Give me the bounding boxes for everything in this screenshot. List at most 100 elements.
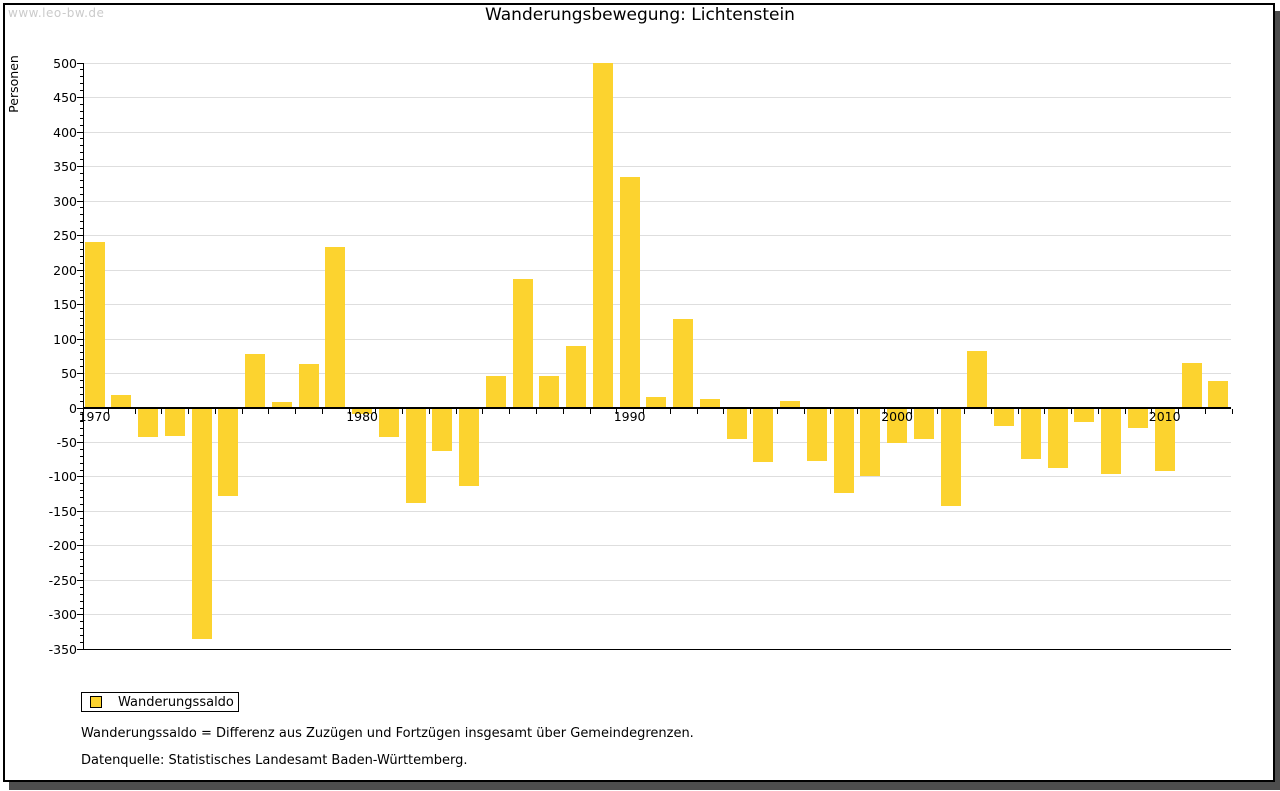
x-tick [857, 408, 858, 414]
bar-1982 [405, 408, 426, 503]
bar-1998 [833, 408, 854, 493]
x-tick [509, 408, 511, 414]
y-tick-label: -300 [48, 607, 77, 622]
x-tick [616, 408, 618, 414]
gridline [83, 132, 1231, 133]
y-major-tick [77, 166, 83, 167]
legend-label: Wanderungssaldo [118, 694, 234, 710]
bar-2007 [1074, 408, 1095, 422]
bar-1974 [191, 408, 212, 639]
y-minor-tick [80, 539, 83, 540]
y-minor-tick [80, 635, 83, 636]
y-major-tick [77, 614, 83, 615]
bar-1990 [619, 177, 640, 408]
y-minor-tick [80, 297, 83, 298]
x-tick [1044, 408, 1046, 414]
gridline [83, 580, 1231, 581]
gridline [83, 201, 1231, 202]
bar-1981 [378, 408, 399, 437]
x-tick [161, 408, 163, 414]
bar-2005 [1020, 408, 1041, 460]
chart-title: Wanderungsbewegung: Lichtenstein [485, 5, 795, 25]
y-minor-tick [80, 214, 83, 215]
y-minor-tick [80, 421, 83, 422]
bar-1993 [699, 399, 720, 408]
y-major-tick [77, 339, 83, 340]
y-minor-tick [80, 111, 83, 112]
y-minor-tick [80, 173, 83, 174]
x-tick [883, 408, 885, 414]
x-tick [643, 408, 644, 414]
bar-2000 [887, 408, 908, 443]
y-minor-tick [80, 359, 83, 360]
y-tick-label: 300 [53, 194, 77, 209]
x-tick [268, 408, 270, 414]
x-tick [937, 408, 939, 414]
bar-1978 [298, 364, 319, 408]
footnote-source: Datenquelle: Statistisches Landesamt Bad… [81, 753, 468, 768]
bar-2001 [913, 408, 934, 439]
y-major-tick [77, 649, 83, 650]
bar-2006 [1047, 408, 1068, 468]
bar-1999 [860, 408, 881, 476]
x-tick-label: 2010 [1148, 409, 1181, 424]
y-tick-label: -250 [48, 573, 77, 588]
y-minor-tick [80, 159, 83, 160]
y-minor-tick [80, 228, 83, 229]
gridline [83, 235, 1231, 236]
x-tick [375, 408, 377, 414]
y-major-tick [77, 373, 83, 374]
y-tick-label: 100 [53, 332, 77, 347]
y-minor-tick [80, 90, 83, 91]
y-minor-tick [80, 525, 83, 526]
y-major-tick [77, 132, 83, 133]
bar-2012 [1208, 380, 1229, 408]
y-minor-tick [80, 449, 83, 450]
bar-1979 [325, 246, 346, 408]
y-minor-tick [80, 325, 83, 326]
bar-1972 [138, 408, 158, 438]
y-major-tick [77, 201, 83, 202]
x-tick [321, 408, 323, 414]
y-major-tick [77, 442, 83, 443]
y-minor-tick [80, 387, 83, 388]
y-minor-tick [80, 276, 83, 277]
y-minor-tick [80, 601, 83, 602]
y-tick-label: -50 [56, 435, 77, 450]
bar-1977 [271, 402, 292, 408]
x-tick-label: 1990 [613, 409, 646, 424]
y-minor-tick [80, 490, 83, 491]
x-tick [188, 408, 190, 414]
y-minor-tick [80, 283, 83, 284]
bar-1991 [646, 397, 667, 408]
gridline [83, 442, 1231, 443]
bar-1975 [218, 408, 239, 496]
y-major-tick [77, 270, 83, 271]
x-tick [589, 408, 591, 414]
x-tick [910, 408, 912, 414]
x-tick [964, 408, 965, 414]
bar-2009 [1127, 408, 1148, 428]
y-major-tick [77, 580, 83, 581]
x-tick [830, 408, 832, 414]
x-tick [1071, 408, 1073, 414]
y-tick-label: 350 [53, 159, 77, 174]
y-minor-tick [80, 263, 83, 264]
x-tick [1204, 408, 1206, 414]
x-tick [1124, 408, 1126, 414]
y-minor-tick [80, 608, 83, 609]
y-minor-tick [80, 221, 83, 222]
gridline [83, 545, 1231, 546]
bar-1987 [539, 375, 560, 408]
y-minor-tick [80, 552, 83, 553]
y-major-tick [77, 408, 83, 409]
y-minor-tick [80, 76, 83, 77]
x-tick [241, 408, 243, 414]
x-tick [776, 408, 778, 414]
y-minor-tick [80, 456, 83, 457]
bar-2004 [994, 408, 1015, 427]
bar-1989 [592, 62, 613, 408]
y-minor-tick [80, 69, 83, 70]
y-major-tick [77, 511, 83, 512]
bar-1976 [245, 353, 265, 408]
